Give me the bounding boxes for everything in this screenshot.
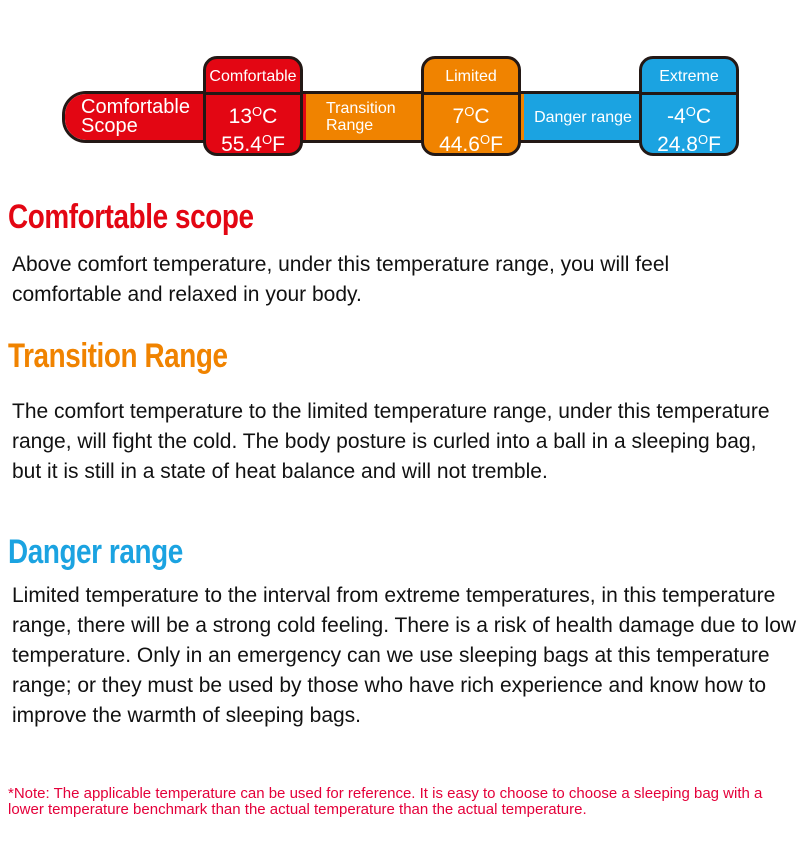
segment-label: Scope [81,115,138,137]
marker-label: Comfortable [206,59,300,95]
extreme-marker: Extreme -4OC 24.8OF [639,56,739,156]
segment-label: Transition [326,100,396,117]
segment-label: Comfortable [81,96,190,118]
marker-label: Extreme [642,59,736,95]
temperature-scale-bar: Comfortable Scope Transition Range Danger … [62,91,738,143]
section-body-comfortable: Above comfort temperature, under this te… [12,253,670,306]
section-body-danger: Limited temperature to the interval from… [12,584,797,727]
section-title-transition: Transition Range [8,337,228,375]
transition-range-segment: Transition Range [306,94,424,140]
limited-marker: Limited 7OC 44.6OF [421,56,521,156]
segment-label: Danger range [534,108,632,126]
marker-label: Limited [424,59,518,95]
marker-value: 7OC 44.6OF [439,104,503,156]
footnote: *Note: The applicable temperature can be… [8,785,763,818]
section-body-transition: The comfort temperature to the limited t… [12,400,770,483]
section-title-comfortable: Comfortable scope [8,198,254,236]
segment-label: Range [326,117,374,134]
section-title-danger: Danger range [8,533,183,571]
comfortable-marker: Comfortable 13OC 55.4OF [203,56,303,156]
danger-range-segment: Danger range [524,94,642,140]
marker-value: 13OC 55.4OF [221,104,285,156]
marker-value: -4OC 24.8OF [657,104,721,156]
comfortable-scope-segment: Comfortable Scope [65,94,206,140]
